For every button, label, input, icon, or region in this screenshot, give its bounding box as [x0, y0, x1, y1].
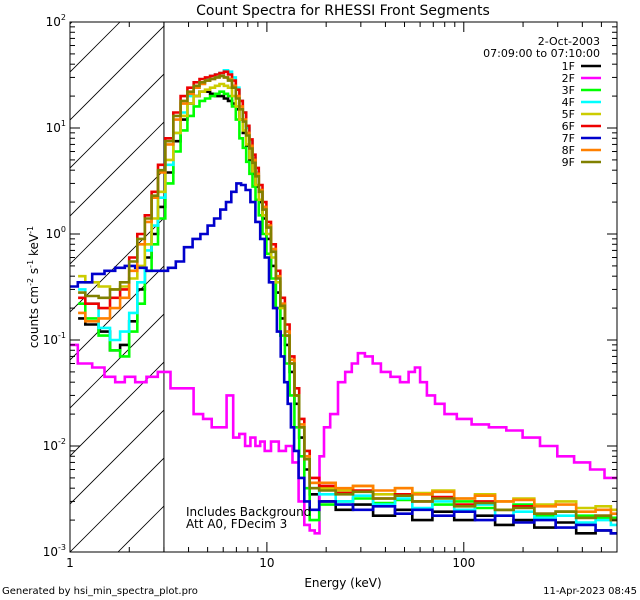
legend-label: 6F	[562, 120, 575, 133]
shaded-region	[0, 22, 640, 552]
legend-label: 1F	[562, 60, 575, 73]
legend-label: 2F	[562, 72, 575, 85]
hatch-line	[454, 22, 640, 552]
legend-label: 7F	[562, 132, 575, 145]
series-line-4F	[78, 69, 617, 527]
hatch-line	[70, 265, 164, 361]
x-tick-label: 1	[66, 556, 74, 570]
y-tick-label: 102	[46, 13, 66, 29]
y-tick-label: 10-2	[43, 437, 66, 453]
series-line-8F	[78, 74, 617, 515]
series-line-6F	[78, 70, 617, 522]
hatch-line	[0, 22, 24, 552]
y-tick-label: 101	[46, 119, 66, 135]
hatch-line	[70, 73, 164, 169]
series-line-7F	[70, 182, 617, 535]
legend-label: 3F	[562, 84, 575, 97]
x-tick-label: 100	[452, 556, 475, 570]
hatch-line	[214, 22, 640, 552]
time-range-label: 07:09:00 to 07:10:00	[483, 47, 600, 60]
annotation-background: Includes Background	[186, 505, 311, 519]
y-tick-label: 100	[46, 225, 66, 241]
hatch-line	[70, 25, 164, 121]
y-tick-label: 10-3	[43, 543, 66, 559]
footer-generator: Generated by hsi_min_spectra_plot.pro	[2, 586, 198, 597]
legend-label: 5F	[562, 108, 575, 121]
hatch-line	[70, 217, 164, 313]
footer-timestamp: 11-Apr-2023 08:45	[543, 586, 637, 597]
series-line-3F	[78, 90, 617, 522]
x-tick-label: 10	[259, 556, 274, 570]
x-axis-label: Energy (keV)	[304, 576, 381, 590]
plot-frame	[69, 21, 618, 553]
y-tick-label: 10-1	[43, 331, 66, 347]
hatch-line	[70, 169, 164, 265]
axes: 1 10 100 102 101 100 10-1 10-2 10-3	[43, 13, 618, 570]
series-layer	[70, 69, 617, 535]
series-line-2F	[70, 343, 617, 535]
series-line-5F	[78, 82, 617, 512]
hatch-line	[70, 409, 164, 505]
legend-label: 9F	[562, 156, 575, 169]
hatch-line	[70, 457, 164, 552]
series-line-9F	[78, 74, 617, 522]
date-label: 2-Oct-2003	[538, 35, 600, 48]
legend-label: 8F	[562, 144, 575, 157]
annotation-attenuator: Att A0, FDecim 3	[186, 517, 287, 531]
legend-label: 4F	[562, 96, 575, 109]
series-line-1F	[78, 90, 617, 535]
chart-title: Count Spectra for RHESSI Front Segments	[196, 3, 490, 19]
y-axis-label: counts cm-2 s-1 keV-1	[26, 226, 41, 348]
